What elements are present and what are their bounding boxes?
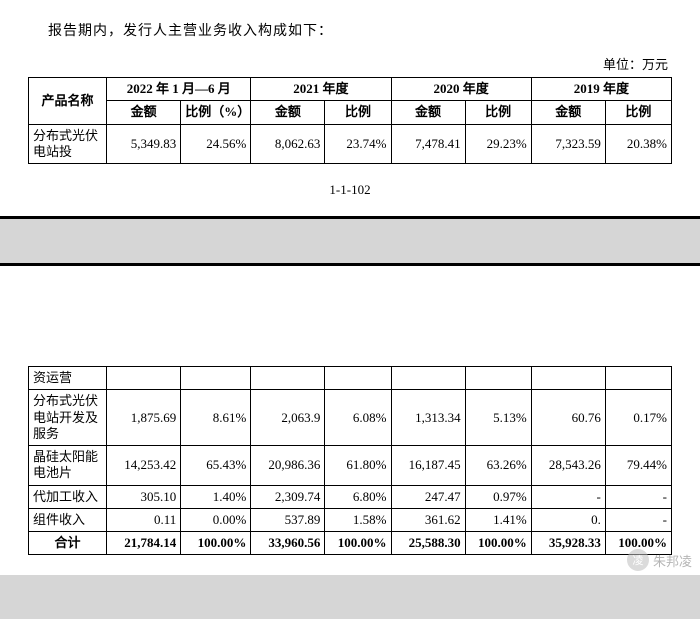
cell: 247.47 [391,485,465,508]
col-amount-1: 金额 [251,101,325,124]
cell [325,367,391,390]
table-header-row-2: 金额 比例（%） 金额 比例 金额 比例 金额 比例 [29,101,672,124]
revenue-table-bottom: 资运营 分布式光伏电站开发及服务 1,875.69 8.61% 2,063.9 … [28,366,672,555]
cell: 23.74% [325,124,391,164]
cell [531,367,605,390]
cell: 29.23% [465,124,531,164]
cell: 1,875.69 [107,390,181,446]
cell: 14,253.42 [107,446,181,486]
table-row: 资运营 [29,367,672,390]
cell: 1,313.34 [391,390,465,446]
cell: 60.76 [531,390,605,446]
cell: 6.80% [325,485,391,508]
cell [391,367,465,390]
cell: - [605,485,671,508]
cell: 0.17% [605,390,671,446]
cell: 8.61% [181,390,251,446]
table-header-row-1: 产品名称 2022 年 1 月—6 月 2021 年度 2020 年度 2019… [29,78,672,101]
row-name: 代加工收入 [29,485,107,508]
col-ratio-1: 比例 [325,101,391,124]
row-name: 晶硅太阳能电池片 [29,446,107,486]
cell: 65.43% [181,446,251,486]
cell: 7,323.59 [531,124,605,164]
cell: 305.10 [107,485,181,508]
page-gap [0,216,700,266]
table-row-total: 合计 21,784.14 100.00% 33,960.56 100.00% 2… [29,532,672,555]
cell: 0.11 [107,508,181,531]
cell: 1.41% [465,508,531,531]
cell [107,367,181,390]
cell: 100.00% [325,532,391,555]
cell: 35,928.33 [531,532,605,555]
col-period-0: 2022 年 1 月—6 月 [107,78,251,101]
cell: 0. [531,508,605,531]
cell: - [605,508,671,531]
cell [251,367,325,390]
cell: 20,986.36 [251,446,325,486]
cell: 0.00% [181,508,251,531]
cell: 100.00% [605,532,671,555]
cell: 5,349.83 [107,124,181,164]
cell: 79.44% [605,446,671,486]
cell [465,367,531,390]
col-period-3: 2019 年度 [531,78,671,101]
cell: 20.38% [605,124,671,164]
cell: 2,063.9 [251,390,325,446]
cell: 8,062.63 [251,124,325,164]
revenue-table-top: 产品名称 2022 年 1 月—6 月 2021 年度 2020 年度 2019… [28,77,672,164]
cell: 24.56% [181,124,251,164]
cell: - [531,485,605,508]
col-product-name: 产品名称 [29,78,107,125]
col-ratio-2: 比例 [465,101,531,124]
col-ratio-3: 比例 [605,101,671,124]
cell: 100.00% [465,532,531,555]
unit-label: 单位：万元 [28,54,668,73]
intro-text: 报告期内，发行人主营业务收入构成如下： [48,20,672,40]
cell [605,367,671,390]
cell: 1.58% [325,508,391,531]
table-row: 代加工收入 305.10 1.40% 2,309.74 6.80% 247.47… [29,485,672,508]
row-name: 合计 [29,532,107,555]
col-period-2: 2020 年度 [391,78,531,101]
cell: 63.26% [465,446,531,486]
table-row: 晶硅太阳能电池片 14,253.42 65.43% 20,986.36 61.8… [29,446,672,486]
cell: 361.62 [391,508,465,531]
col-amount-3: 金额 [531,101,605,124]
page-number: 1-1-102 [28,182,672,198]
cell: 7,478.41 [391,124,465,164]
cell: 21,784.14 [107,532,181,555]
col-amount-2: 金额 [391,101,465,124]
table-row: 组件收入 0.11 0.00% 537.89 1.58% 361.62 1.41… [29,508,672,531]
page-bottom: 资运营 分布式光伏电站开发及服务 1,875.69 8.61% 2,063.9 … [0,266,700,575]
cell: 33,960.56 [251,532,325,555]
col-period-1: 2021 年度 [251,78,391,101]
row-name: 组件收入 [29,508,107,531]
cell: 6.08% [325,390,391,446]
row-name: 分布式光伏电站开发及服务 [29,390,107,446]
col-ratio-0: 比例（%） [181,101,251,124]
cell: 0.97% [465,485,531,508]
cell [181,367,251,390]
cell: 100.00% [181,532,251,555]
row-name: 资运营 [29,367,107,390]
table-row: 分布式光伏电站开发及服务 1,875.69 8.61% 2,063.9 6.08… [29,390,672,446]
page-top: 报告期内，发行人主营业务收入构成如下： 单位：万元 产品名称 2022 年 1 … [0,0,700,216]
col-amount-0: 金额 [107,101,181,124]
cell: 61.80% [325,446,391,486]
cell: 5.13% [465,390,531,446]
table-row: 分布式光伏电站投 5,349.83 24.56% 8,062.63 23.74%… [29,124,672,164]
cell: 537.89 [251,508,325,531]
cell: 2,309.74 [251,485,325,508]
cell: 1.40% [181,485,251,508]
cell: 28,543.26 [531,446,605,486]
cell: 16,187.45 [391,446,465,486]
cell: 25,588.30 [391,532,465,555]
row-name: 分布式光伏电站投 [29,124,107,164]
